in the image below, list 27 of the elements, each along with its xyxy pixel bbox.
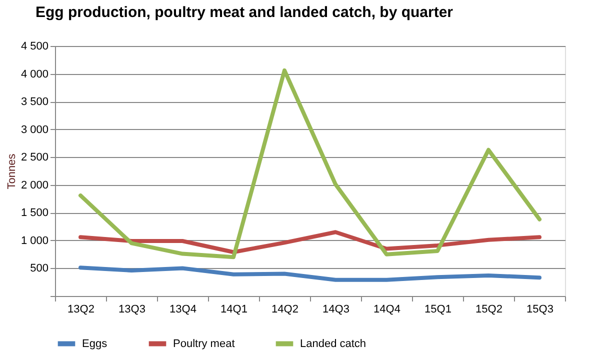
x-tick-label: 13Q3	[118, 304, 146, 316]
line-series	[78, 68, 542, 260]
chart-title: Egg production, poultry meat and landed catch, by quarter	[35, 4, 454, 21]
legend-label: Eggs	[82, 338, 108, 350]
y-tick-label: 4 500	[20, 40, 48, 52]
y-axis-title: Tonnes	[6, 153, 18, 190]
x-tick-label: 14Q4	[374, 304, 400, 316]
x-tick-label: 13Q4	[170, 304, 196, 316]
x-tick-label: 15Q2	[476, 304, 502, 316]
x-tick-label: 14Q2	[272, 304, 298, 316]
x-tick-label: 14Q3	[322, 304, 350, 316]
y-tick-label: 500	[30, 262, 48, 275]
legend-label: Landed catch	[300, 338, 366, 350]
y-tick-label: 3 500	[20, 96, 48, 108]
y-tick-label: 2 000	[20, 179, 48, 192]
y-tick-label: 1 000	[20, 234, 48, 247]
y-tick-label: 4 000	[20, 68, 48, 80]
line-series	[78, 266, 542, 282]
y-tick-label: 1 500	[20, 207, 48, 220]
x-tick-label: 15Q3	[526, 304, 554, 316]
x-tick-label: 14Q1	[220, 304, 248, 316]
x-tick-label: 13Q2	[68, 304, 94, 316]
y-tick-label: 2 500	[20, 152, 48, 164]
legend-label: Poultry meat	[173, 338, 235, 350]
x-tick-label: 15Q1	[424, 304, 452, 316]
y-tick-label: 3 000	[20, 124, 48, 136]
line-series	[78, 230, 542, 254]
